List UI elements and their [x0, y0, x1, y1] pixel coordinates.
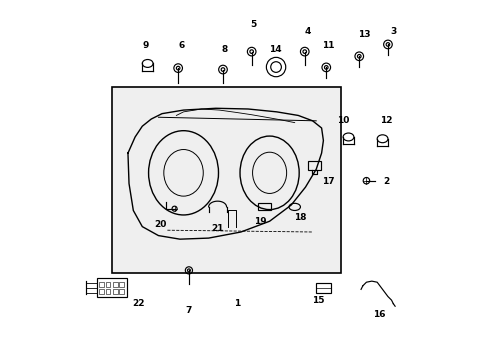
Text: 20: 20 [154, 220, 166, 229]
Bar [105, 289, 110, 294]
Text: 11: 11 [322, 41, 334, 50]
Text: 1: 1 [234, 299, 240, 308]
Bar [96, 278, 127, 297]
Text: 12: 12 [379, 116, 391, 125]
Text: 5: 5 [250, 19, 256, 28]
Text: 6: 6 [178, 41, 184, 50]
Text: 15: 15 [311, 296, 324, 305]
Text: 3: 3 [389, 27, 396, 36]
Bar [112, 87, 341, 273]
Text: 19: 19 [254, 217, 266, 226]
Bar [257, 203, 270, 211]
Text: 14: 14 [268, 45, 281, 54]
Bar [99, 289, 104, 294]
Text: 22: 22 [132, 299, 144, 308]
Bar [113, 289, 117, 294]
Text: 2: 2 [382, 177, 388, 186]
Text: 17: 17 [322, 177, 334, 186]
Text: 21: 21 [211, 224, 224, 233]
Bar [105, 282, 110, 287]
Text: 13: 13 [358, 30, 370, 39]
Text: 16: 16 [372, 310, 385, 319]
Bar [119, 282, 124, 287]
Text: 18: 18 [293, 213, 305, 222]
Bar [316, 283, 330, 293]
Text: 10: 10 [336, 116, 348, 125]
Bar [99, 282, 104, 287]
Text: 8: 8 [221, 45, 227, 54]
Text: 4: 4 [304, 27, 310, 36]
Text: 7: 7 [185, 306, 192, 315]
Bar [307, 161, 320, 170]
Bar [119, 289, 124, 294]
Bar [113, 282, 117, 287]
Text: 9: 9 [142, 41, 149, 50]
